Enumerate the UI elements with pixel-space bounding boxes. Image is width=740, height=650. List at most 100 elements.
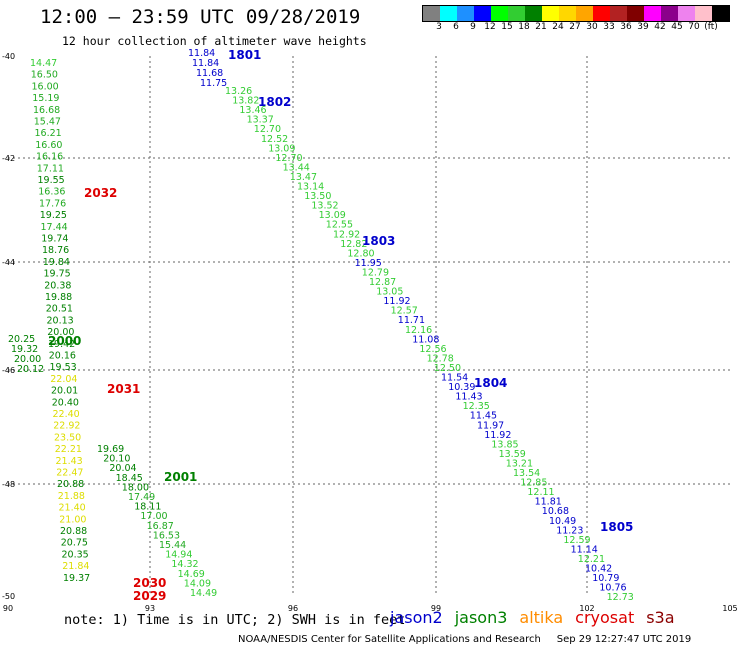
wave-height-value: 20.10 (103, 454, 130, 465)
wave-height-value: 13.46 (239, 105, 266, 116)
satellite-name: jason2 (390, 608, 443, 627)
wave-height-value: 13.21 (506, 458, 533, 469)
wave-height-value: 11.23 (556, 525, 583, 536)
wave-height-value: 11.92 (484, 430, 511, 441)
wave-height-value: 12.11 (527, 487, 554, 498)
wave-height-value: 13.37 (247, 115, 274, 126)
lon-tick-label: 96 (288, 604, 298, 613)
wave-height-value: 12.21 (578, 554, 605, 565)
wave-height-value: 12.92 (333, 229, 360, 240)
wave-height-value: 19.55 (38, 175, 65, 186)
wave-height-value: 11.14 (571, 544, 598, 555)
wave-height-value: 12.35 (463, 401, 490, 412)
wave-height-value: 10.39 (448, 382, 475, 393)
pass-label: 1802 (258, 95, 291, 109)
wave-height-value: 22.47 (56, 468, 83, 479)
pass-label: 1805 (600, 520, 633, 534)
legend-swatch (525, 6, 542, 21)
wave-height-value: 22.04 (50, 374, 77, 385)
legend-label: 42 (654, 22, 666, 32)
wave-height-value: 20.04 (109, 463, 136, 474)
axis-ticks: 90 93 96 99 102 105 -40 -42 -44 -46 -48 -50 (2, 52, 738, 613)
legend-swatch (508, 6, 525, 21)
wave-height-value: 19.88 (45, 292, 72, 303)
legend-swatch (474, 6, 491, 21)
legend-label: (ft) (704, 22, 718, 32)
wave-height-value: 22.21 (55, 444, 82, 455)
wave-height-value: 12.73 (607, 592, 634, 603)
wave-height-value: 20.25 (8, 334, 35, 345)
wave-height-value: 20.00 (14, 354, 41, 365)
color-scale-legend (422, 5, 730, 22)
wave-height-value: 21.43 (56, 456, 83, 467)
wave-height-value: 11.68 (196, 68, 223, 79)
wave-height-value: 18.00 (122, 482, 149, 493)
wave-height-value: 17.44 (41, 222, 68, 233)
legend-label: 21 (535, 22, 547, 32)
wave-height-value: 11.81 (535, 497, 562, 508)
wave-height-value: 19.42 (48, 339, 75, 350)
wave-height-value: 16.00 (32, 81, 59, 92)
wave-height-value: 12.70 (254, 124, 281, 135)
wave-height-value: 13.52 (311, 201, 338, 212)
wave-height-value: 15.47 (34, 117, 61, 128)
wave-height-value: 17.76 (39, 198, 66, 209)
wave-height-value: 10.49 (549, 516, 576, 527)
wave-height-value: 16.68 (33, 105, 60, 116)
wave-height-value: 19.84 (43, 257, 70, 268)
pass-label: 2029 (133, 589, 166, 603)
satellite-name: altika (519, 608, 564, 627)
wave-height-value: 18.11 (134, 502, 161, 513)
legend-swatch (457, 6, 474, 21)
legend-label: 6 (453, 22, 459, 32)
lat-tick-label: -48 (2, 480, 15, 489)
legend-swatch (593, 6, 610, 21)
wave-height-value: 12.85 (520, 478, 547, 489)
wave-height-value: 16.36 (38, 187, 65, 198)
map-title: 12:00 – 23:59 UTC 09/28/2019 (40, 6, 361, 28)
wave-height-value: 21.00 (59, 514, 86, 525)
wave-height-value: 18.45 (116, 473, 143, 484)
wave-height-value: 13.09 (319, 210, 346, 221)
legend-swatch (627, 6, 644, 21)
legend-swatch (576, 6, 593, 21)
wave-height-value: 12.57 (391, 306, 418, 317)
lon-tick-label: 105 (722, 604, 737, 613)
footnote: note: 1) Time is in UTC; 2) SWH is in fe… (64, 612, 406, 628)
satellite-name: jason3 (454, 608, 508, 627)
wave-height-value: 20.00 (47, 327, 74, 338)
wave-height-value: 20.75 (61, 538, 88, 549)
wave-height-value: 21.88 (58, 491, 85, 502)
wave-height-value: 22.92 (53, 421, 80, 432)
wave-height-value: 19.32 (11, 344, 38, 355)
wave-height-value: 12.16 (405, 325, 432, 336)
legend-swatch (559, 6, 576, 21)
wave-height-value: 11.84 (192, 58, 219, 69)
wave-height-value: 19.37 (63, 573, 90, 584)
pass-label: 2001 (164, 470, 197, 484)
legend-swatch (542, 6, 559, 21)
wave-height-value: 14.09 (184, 578, 211, 589)
wave-height-value: 12.52 (261, 134, 288, 145)
wave-height-value: 17.11 (37, 163, 64, 174)
wave-height-value: 13.54 (513, 468, 540, 479)
wave-height-value: 12.82 (340, 239, 367, 250)
wave-height-value: 14.69 (178, 569, 205, 580)
legend-label: 27 (569, 22, 581, 32)
wave-height-value: 20.16 (49, 351, 76, 362)
wave-height-value: 12.79 (362, 267, 389, 278)
wave-height-value: 14.32 (171, 559, 198, 570)
wave-height-value: 14.94 (165, 550, 192, 561)
wave-height-value: 20.88 (57, 479, 84, 490)
lat-tick-label: -46 (2, 366, 15, 375)
wave-height-value: 13.14 (297, 182, 324, 193)
wave-height-value: 11.84 (188, 48, 215, 59)
wave-height-value: 11.54 (441, 373, 468, 384)
wave-height-value: 11.45 (470, 411, 497, 422)
wave-height-value: 16.87 (147, 521, 174, 532)
wave-height-value: 12.87 (369, 277, 396, 288)
pass-label: 1801 (228, 48, 261, 62)
wave-height-value: 16.16 (36, 152, 63, 163)
wave-height-value: 13.85 (491, 439, 518, 450)
wave-height-value: 12.56 (419, 344, 446, 355)
